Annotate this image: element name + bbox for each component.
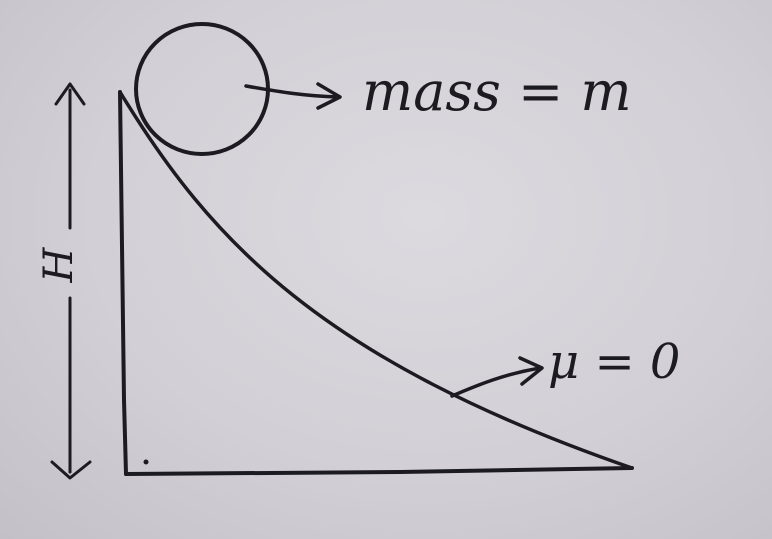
mass-label: mass = m	[362, 60, 632, 123]
height-arrow-top-head	[54, 82, 86, 106]
curved-surface	[118, 90, 634, 470]
friction-pointer-arrow	[450, 356, 544, 398]
ball	[134, 22, 270, 156]
track-vertical-edge	[118, 90, 128, 476]
mass-pointer-arrow	[244, 82, 342, 110]
height-arrow	[50, 82, 92, 480]
right-angle-mark	[143, 459, 149, 465]
height-label: H	[36, 246, 82, 283]
height-arrow-bottom-head	[50, 460, 92, 480]
track-base-line	[124, 466, 634, 476]
friction-label: μ = 0	[548, 334, 680, 390]
